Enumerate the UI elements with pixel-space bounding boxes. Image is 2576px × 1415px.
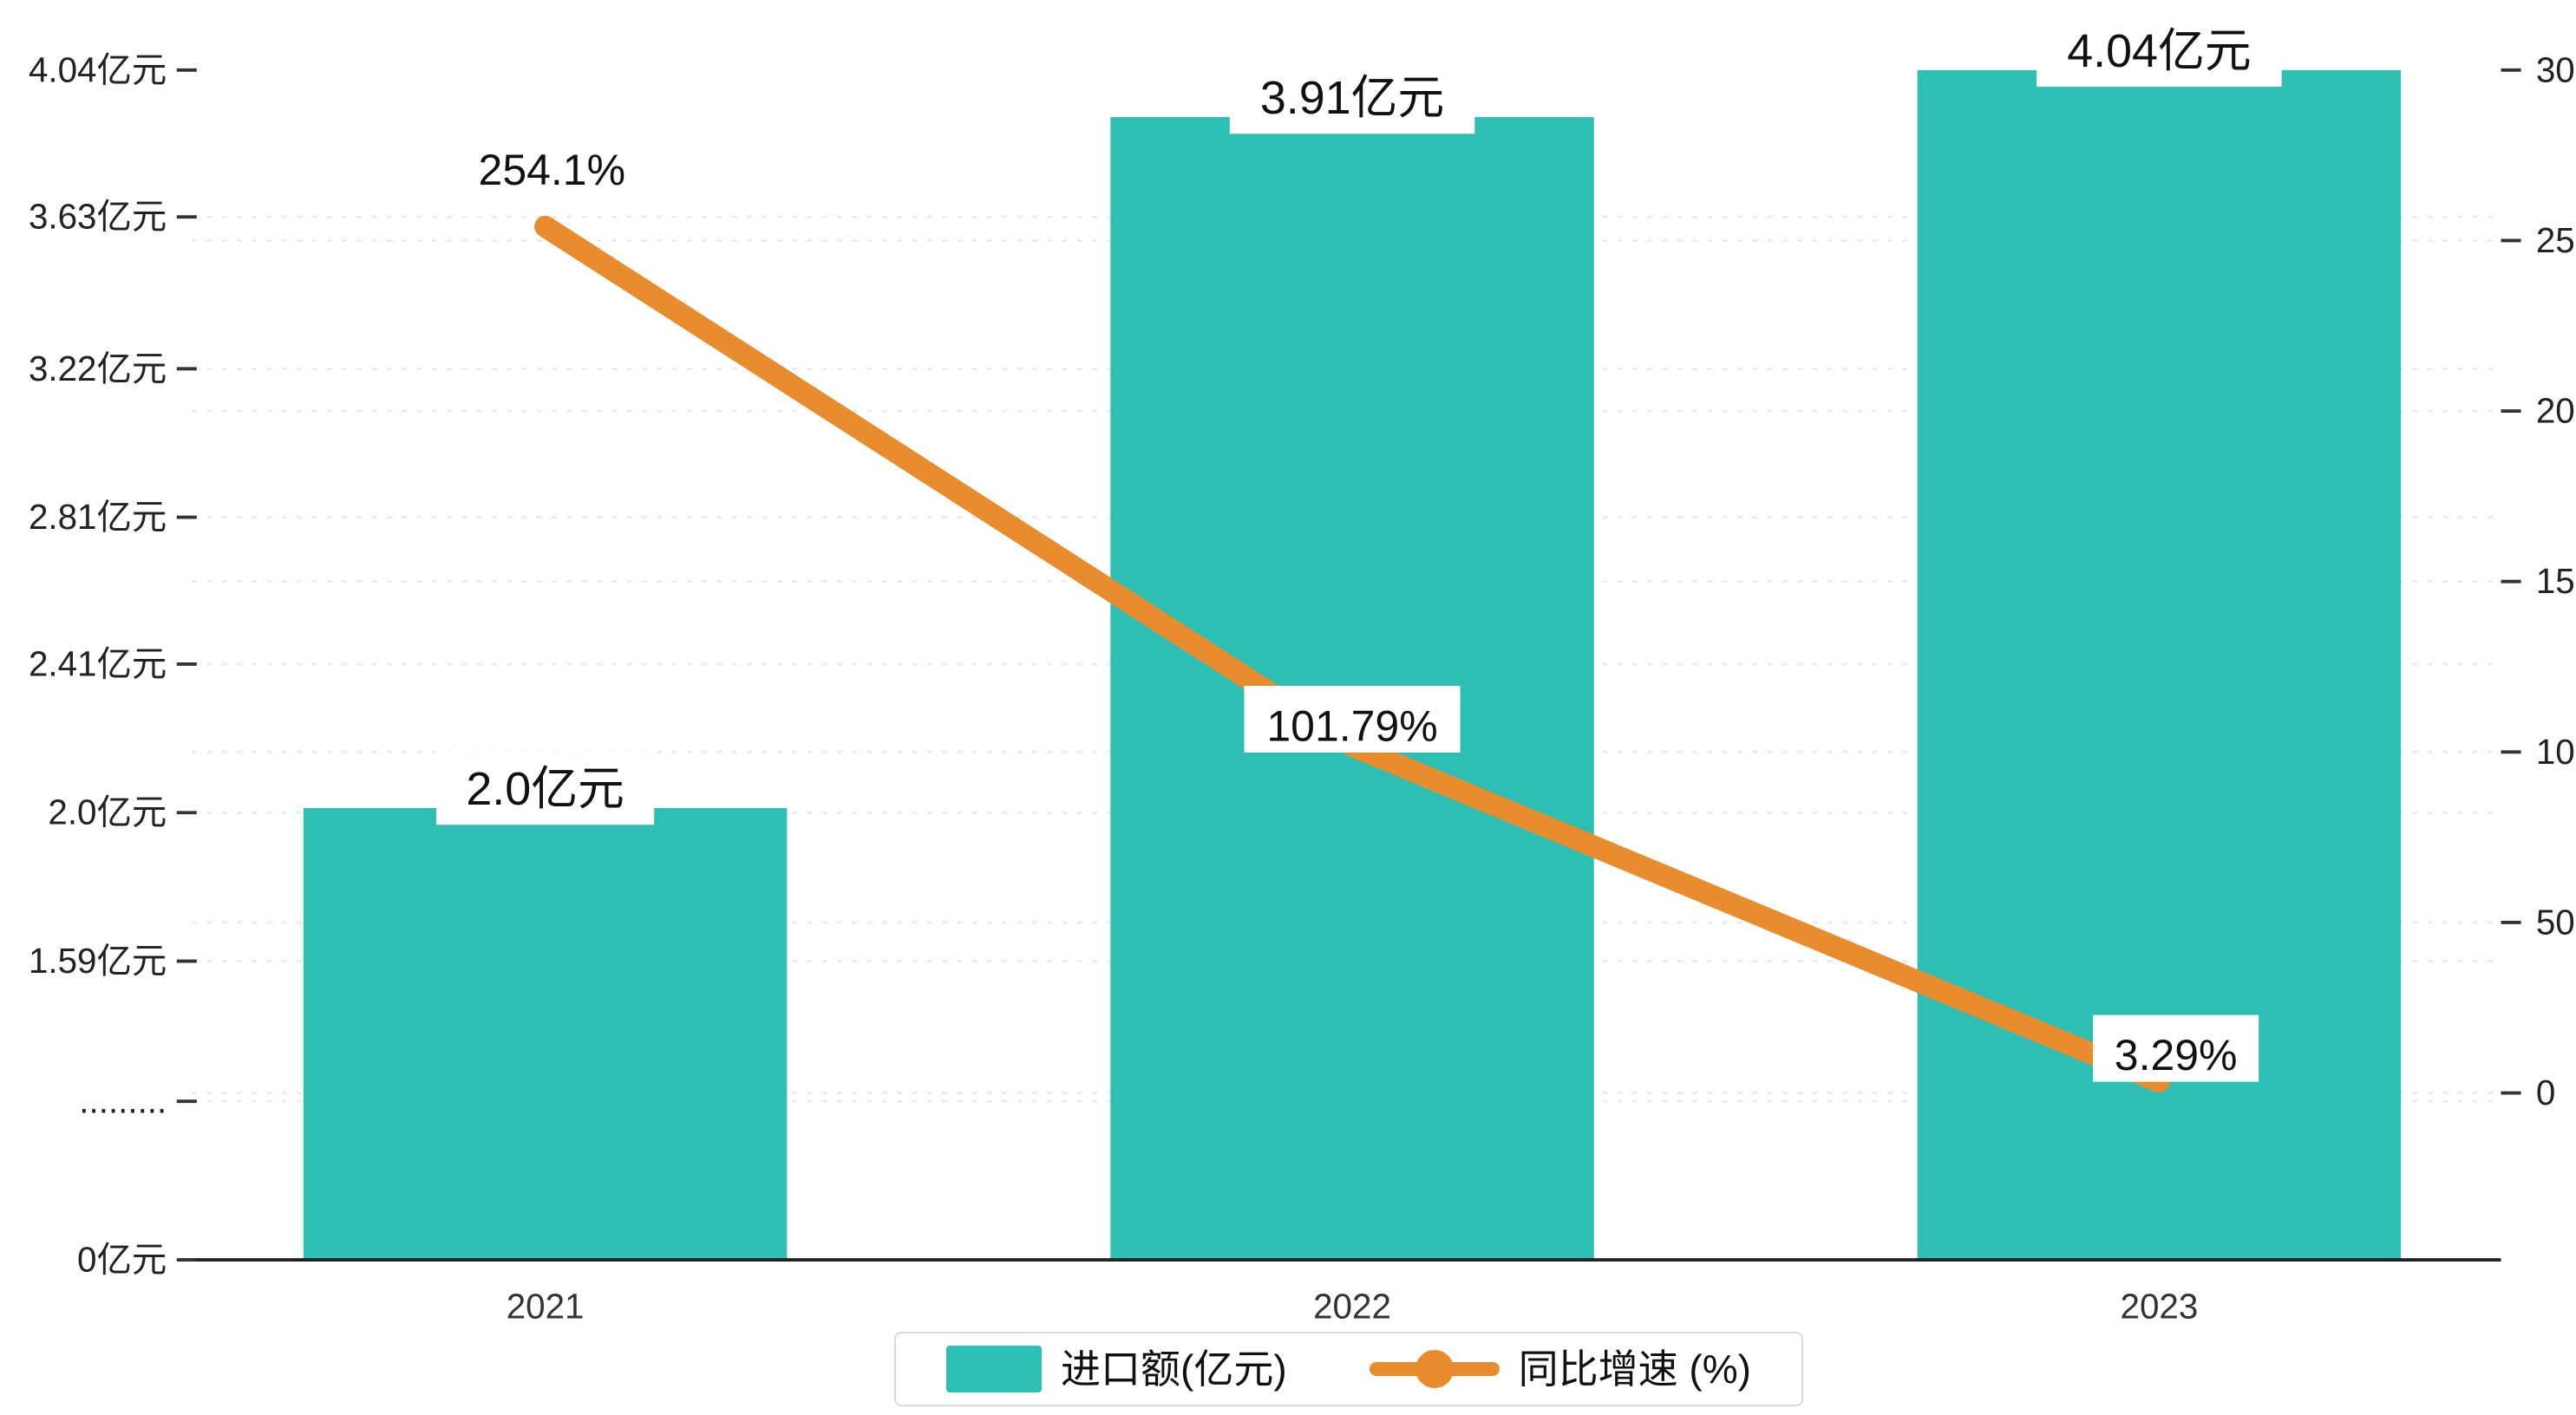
line-value-label: 254.1% bbox=[479, 146, 625, 194]
line-value-label: 3.29% bbox=[2115, 1031, 2238, 1079]
line-value-label-bg bbox=[456, 129, 648, 197]
right-axis-tick-label: 200 bbox=[2536, 391, 2576, 431]
bar-value-label: 4.04亿元 bbox=[2067, 25, 2251, 77]
legend: 进口额(亿元) 同比增速 (%) bbox=[894, 1332, 1803, 1406]
bar-value-label-bg bbox=[1229, 60, 1475, 134]
line-legend-marker bbox=[1369, 1350, 1500, 1388]
left-axis-tick-label: 1.59亿元 bbox=[29, 941, 167, 981]
x-axis-label: 2022 bbox=[1313, 1286, 1391, 1326]
line-legend-label: 同比增速 (%) bbox=[1518, 1347, 1751, 1392]
bar-legend-label: 进口额(亿元) bbox=[1061, 1347, 1287, 1392]
legend-item-line[interactable]: 同比增速 (%) bbox=[1369, 1347, 1751, 1392]
left-axis-tick-label: 4.04亿元 bbox=[29, 49, 167, 89]
legend-item-bar[interactable]: 进口额(亿元) bbox=[946, 1346, 1287, 1392]
bar-legend-swatch bbox=[946, 1346, 1043, 1392]
x-axis-label: 2023 bbox=[2121, 1286, 2199, 1326]
right-axis-tick-label: 150 bbox=[2536, 561, 2576, 601]
right-axis-tick-label: 0 bbox=[2536, 1073, 2555, 1112]
left-axis-tick-label: 3.22亿元 bbox=[29, 349, 167, 388]
bar-value-label-bg bbox=[2037, 13, 2282, 88]
line-value-label: 101.79% bbox=[1266, 701, 1437, 750]
bar[interactable] bbox=[303, 807, 788, 1261]
left-axis-tick-label: ......... bbox=[79, 1081, 167, 1121]
line-value-label-bg bbox=[1244, 685, 1461, 753]
bar-value-label: 3.91亿元 bbox=[1260, 72, 1444, 124]
line-value-label-bg bbox=[2093, 1014, 2259, 1082]
x-axis-label: 2021 bbox=[507, 1286, 585, 1326]
bar-value-label: 2.0亿元 bbox=[466, 763, 624, 815]
left-axis-tick-label: 2.81亿元 bbox=[29, 497, 167, 537]
left-axis-tick-label: 2.0亿元 bbox=[48, 792, 167, 832]
right-axis-tick-label: 250 bbox=[2536, 220, 2576, 260]
left-axis-tick-label: 3.63亿元 bbox=[29, 197, 167, 237]
right-axis-tick-label: 100 bbox=[2536, 732, 2576, 772]
right-axis-tick-label: 300 bbox=[2536, 49, 2576, 89]
line-legend-dot bbox=[1415, 1350, 1454, 1388]
left-axis-tick-label: 0亿元 bbox=[77, 1239, 167, 1279]
bar-value-label-bg bbox=[435, 751, 655, 825]
right-axis-tick-label: 50 bbox=[2536, 902, 2575, 942]
left-axis-tick-label: 2.41亿元 bbox=[29, 643, 167, 683]
